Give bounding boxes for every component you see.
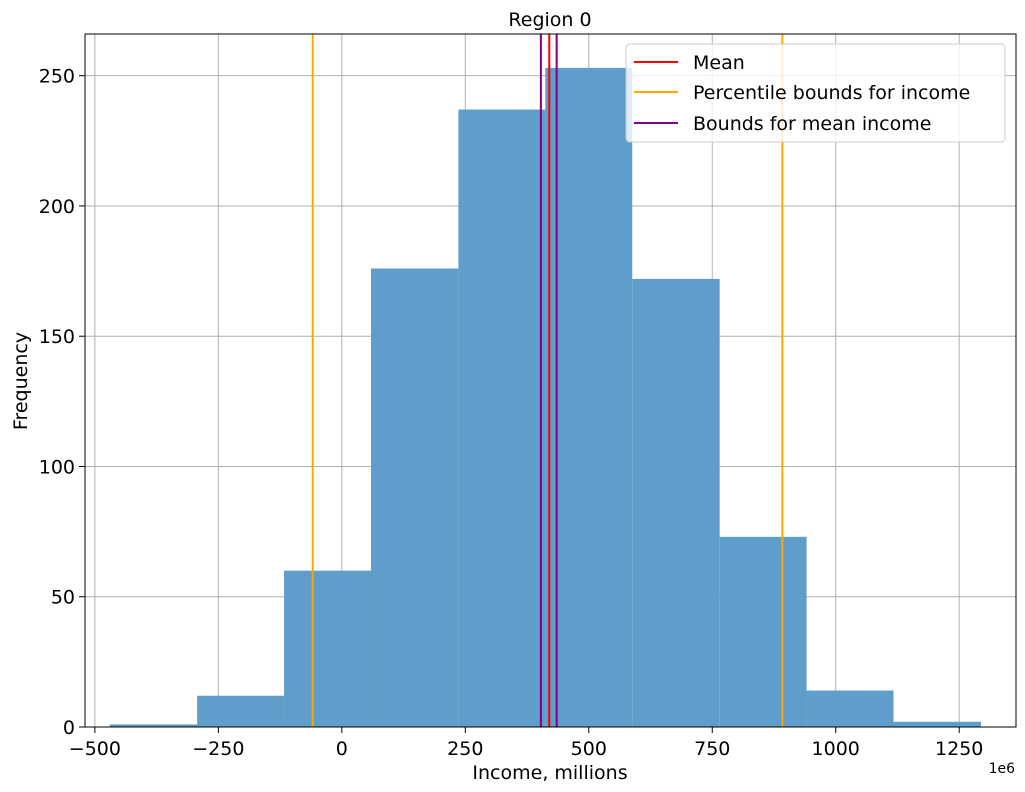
y-tick-label: 50 (51, 587, 75, 609)
x-tick-label: 1000 (812, 738, 860, 760)
x-tick-label: −500 (69, 738, 121, 760)
y-axis-title: Frequency (10, 332, 32, 430)
histogram-bar (284, 570, 371, 727)
legend-label-mean: Mean (693, 52, 745, 74)
histogram-bar (197, 695, 285, 727)
chart-title: Region 0 (508, 9, 591, 31)
histogram-bar (109, 724, 198, 727)
y-tick-label: 200 (39, 196, 75, 218)
histogram-bar (458, 109, 546, 728)
histogram-bar (719, 536, 807, 727)
x-axis-offset-label: 1e6 (989, 761, 1016, 777)
y-tick-label: 250 (39, 66, 75, 88)
x-tick-label: 250 (447, 738, 483, 760)
histogram-bar (545, 67, 633, 728)
vertical-marker-lines (311, 34, 784, 727)
x-tick-label: 500 (571, 738, 607, 760)
histogram-bar (370, 268, 459, 727)
x-axis-ticks: −500 −250 0 250 500 750 1000 1250 (69, 727, 983, 760)
y-tick-label: 0 (63, 717, 75, 739)
legend-label-percentile-bounds: Percentile bounds for income (693, 82, 970, 104)
y-tick-label: 100 (39, 456, 75, 478)
histogram-bar (632, 278, 720, 727)
legend: Mean Percentile bounds for income Bounds… (625, 43, 1006, 143)
x-axis-title: Income, millions (472, 762, 627, 784)
legend-box (625, 43, 1006, 143)
y-tick-label: 150 (39, 326, 75, 348)
y-axis-ticks: 0 50 100 150 200 250 (39, 66, 85, 739)
x-tick-label: 750 (694, 738, 730, 760)
histogram-bar (806, 690, 894, 727)
x-tick-label: 0 (336, 738, 348, 760)
histogram-bar (893, 721, 981, 727)
plot-frame (84, 33, 1017, 728)
legend-label-mean-bounds: Bounds for mean income (693, 113, 931, 135)
x-tick-label: 1250 (935, 738, 983, 760)
histogram-bars (109, 67, 981, 728)
x-tick-label: −250 (192, 738, 244, 760)
